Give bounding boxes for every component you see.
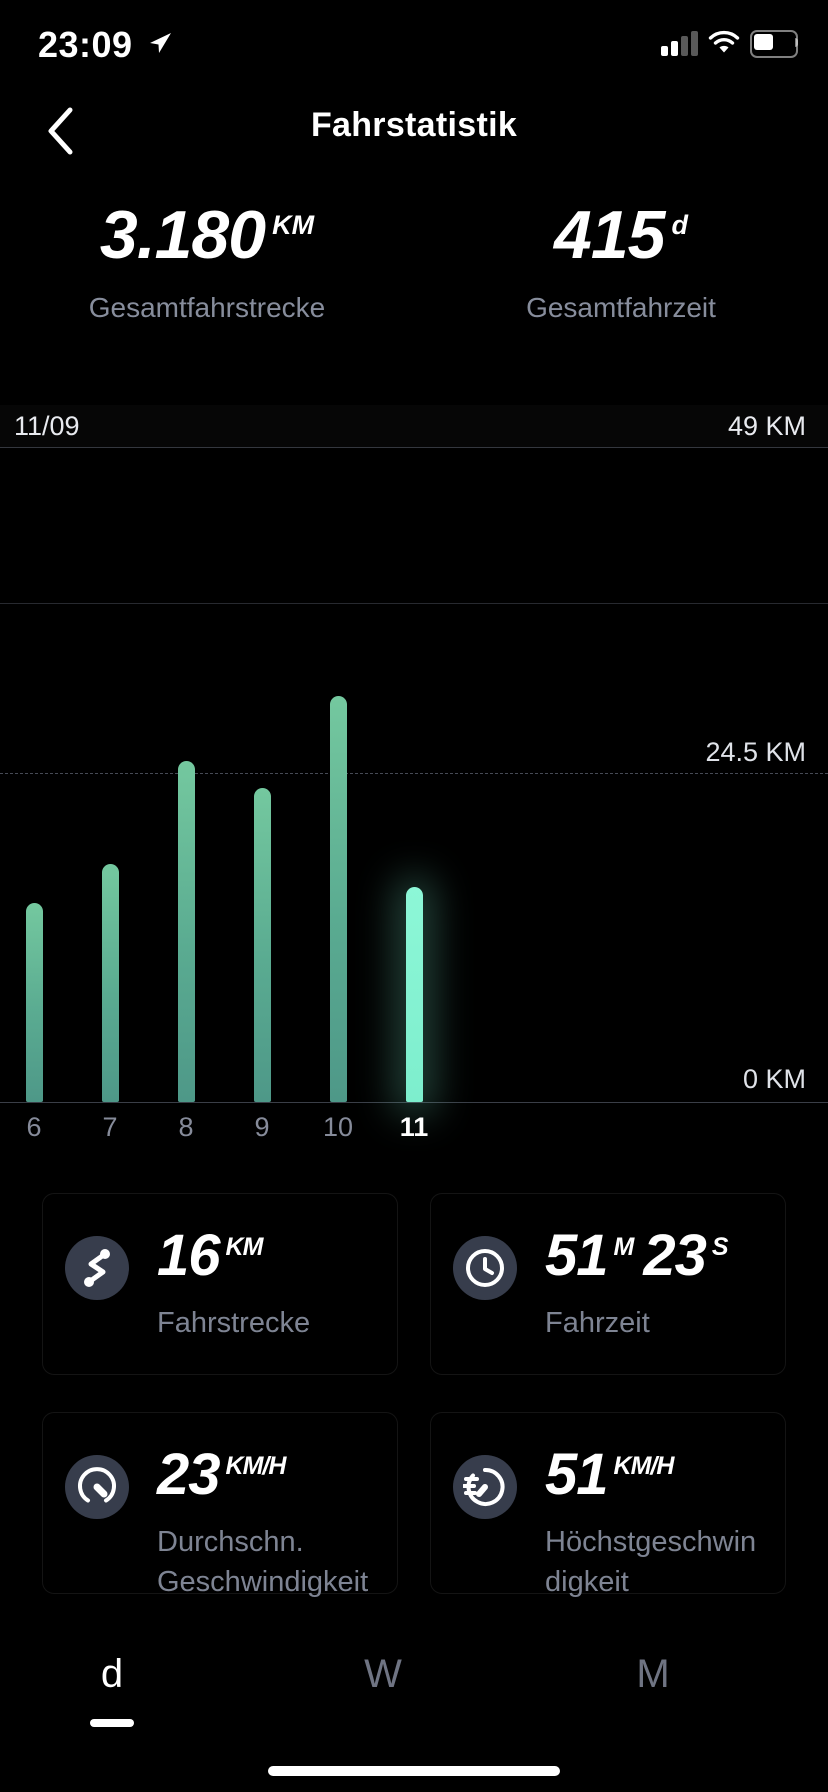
back-button[interactable]: [30, 96, 90, 166]
card-ride-time-value: 51 M 23 S: [545, 1223, 729, 1288]
header: Fahrstatistik: [0, 88, 828, 178]
tab-d[interactable]: d: [52, 1652, 172, 1727]
card-avg-speed-value: 23 KM/H: [157, 1442, 286, 1507]
card-ride-time: 51 M 23 S Fahrzeit: [430, 1193, 786, 1375]
card-distance-value: 16 KM: [157, 1223, 263, 1288]
x-axis-label-11[interactable]: 11: [399, 1112, 429, 1142]
card-max-speed-value: 51 KM/H: [545, 1442, 674, 1507]
total-time-unit: d: [671, 210, 688, 241]
total-distance-label: Gesamtfahrstrecke: [88, 292, 326, 323]
status-icons: [661, 30, 800, 58]
chart-bar-day-6[interactable]: [25, 903, 43, 1102]
chart-bar-day-10[interactable]: [329, 696, 347, 1102]
page-title: Fahrstatistik: [310, 106, 518, 144]
tab-M[interactable]: M: [636, 1652, 670, 1696]
total-time-stat: 415 d Gesamtfahrzeit: [414, 196, 828, 324]
chart-bar-day-8[interactable]: [177, 761, 195, 1102]
card-distance-label: Fahrstrecke: [157, 1307, 311, 1339]
clock-icon: [453, 1236, 517, 1300]
card-avg-speed-label: Durchschn. Geschwindigkeit: [157, 1526, 369, 1598]
total-distance-stat: 3.180 KM Gesamtfahrstrecke: [0, 196, 414, 324]
card-max-speed: 51 KM/H Höchstgeschwindigkeit: [430, 1412, 786, 1598]
max-speed-icon: [453, 1455, 517, 1519]
chart-yzero-label: 0 KM: [742, 1064, 806, 1094]
total-time-value: 415 d: [554, 197, 688, 273]
chart-baseline: [0, 1102, 828, 1103]
x-axis-label-9[interactable]: 9: [254, 1112, 270, 1142]
chart-ymax-label: 49 KM: [727, 411, 806, 441]
total-time-label: Gesamtfahrzeit: [526, 292, 716, 323]
chart-ymid-label: 24.5 KM: [705, 737, 806, 767]
wifi-icon: [708, 30, 740, 56]
chart-bar-day-7[interactable]: [101, 864, 119, 1102]
tab-W[interactable]: W: [364, 1652, 402, 1696]
location-arrow-icon: [148, 30, 174, 56]
chevron-left-icon: [46, 106, 74, 156]
status-bar: 23:09: [0, 0, 828, 88]
route-icon: [65, 1236, 129, 1300]
card-distance: 16 KM Fahrstrecke: [42, 1193, 398, 1375]
card-ride-time-label: Fahrzeit: [545, 1307, 650, 1339]
card-avg-speed: 23 KM/H Durchschn. Geschwindigkeit: [42, 1412, 398, 1598]
total-distance-unit: KM: [272, 210, 315, 241]
cellular-signal-icon: [661, 30, 698, 56]
gridline-upper: [0, 603, 828, 604]
x-axis-label-6[interactable]: 6: [26, 1112, 42, 1142]
x-axis-label-8[interactable]: 8: [178, 1112, 194, 1142]
clock-time: 23:09: [38, 24, 133, 65]
card-max-speed-label: Höchstgeschwindigkeit: [545, 1526, 757, 1598]
battery-icon: [750, 30, 800, 58]
x-axis-label-10[interactable]: 10: [322, 1112, 354, 1142]
home-indicator[interactable]: [268, 1766, 560, 1776]
x-axis-label-7[interactable]: 7: [102, 1112, 118, 1142]
chart-bar-day-11[interactable]: [405, 887, 423, 1102]
speedometer-icon: [65, 1455, 129, 1519]
chart-bars: [25, 696, 423, 1102]
summary-row: 3.180 KM Gesamtfahrstrecke 415 d Gesamtfah…: [0, 196, 828, 324]
chart-date-label: 11/09: [14, 411, 80, 441]
gridline-mid-dashed: [0, 773, 828, 774]
total-distance-value: 3.180 KM: [99, 197, 315, 273]
chart-header-band: 11/09 49 KM: [0, 405, 828, 448]
chart-x-axis: 6 7 8 9 10 11: [0, 1112, 828, 1148]
chart-bar-day-9[interactable]: [253, 788, 271, 1102]
